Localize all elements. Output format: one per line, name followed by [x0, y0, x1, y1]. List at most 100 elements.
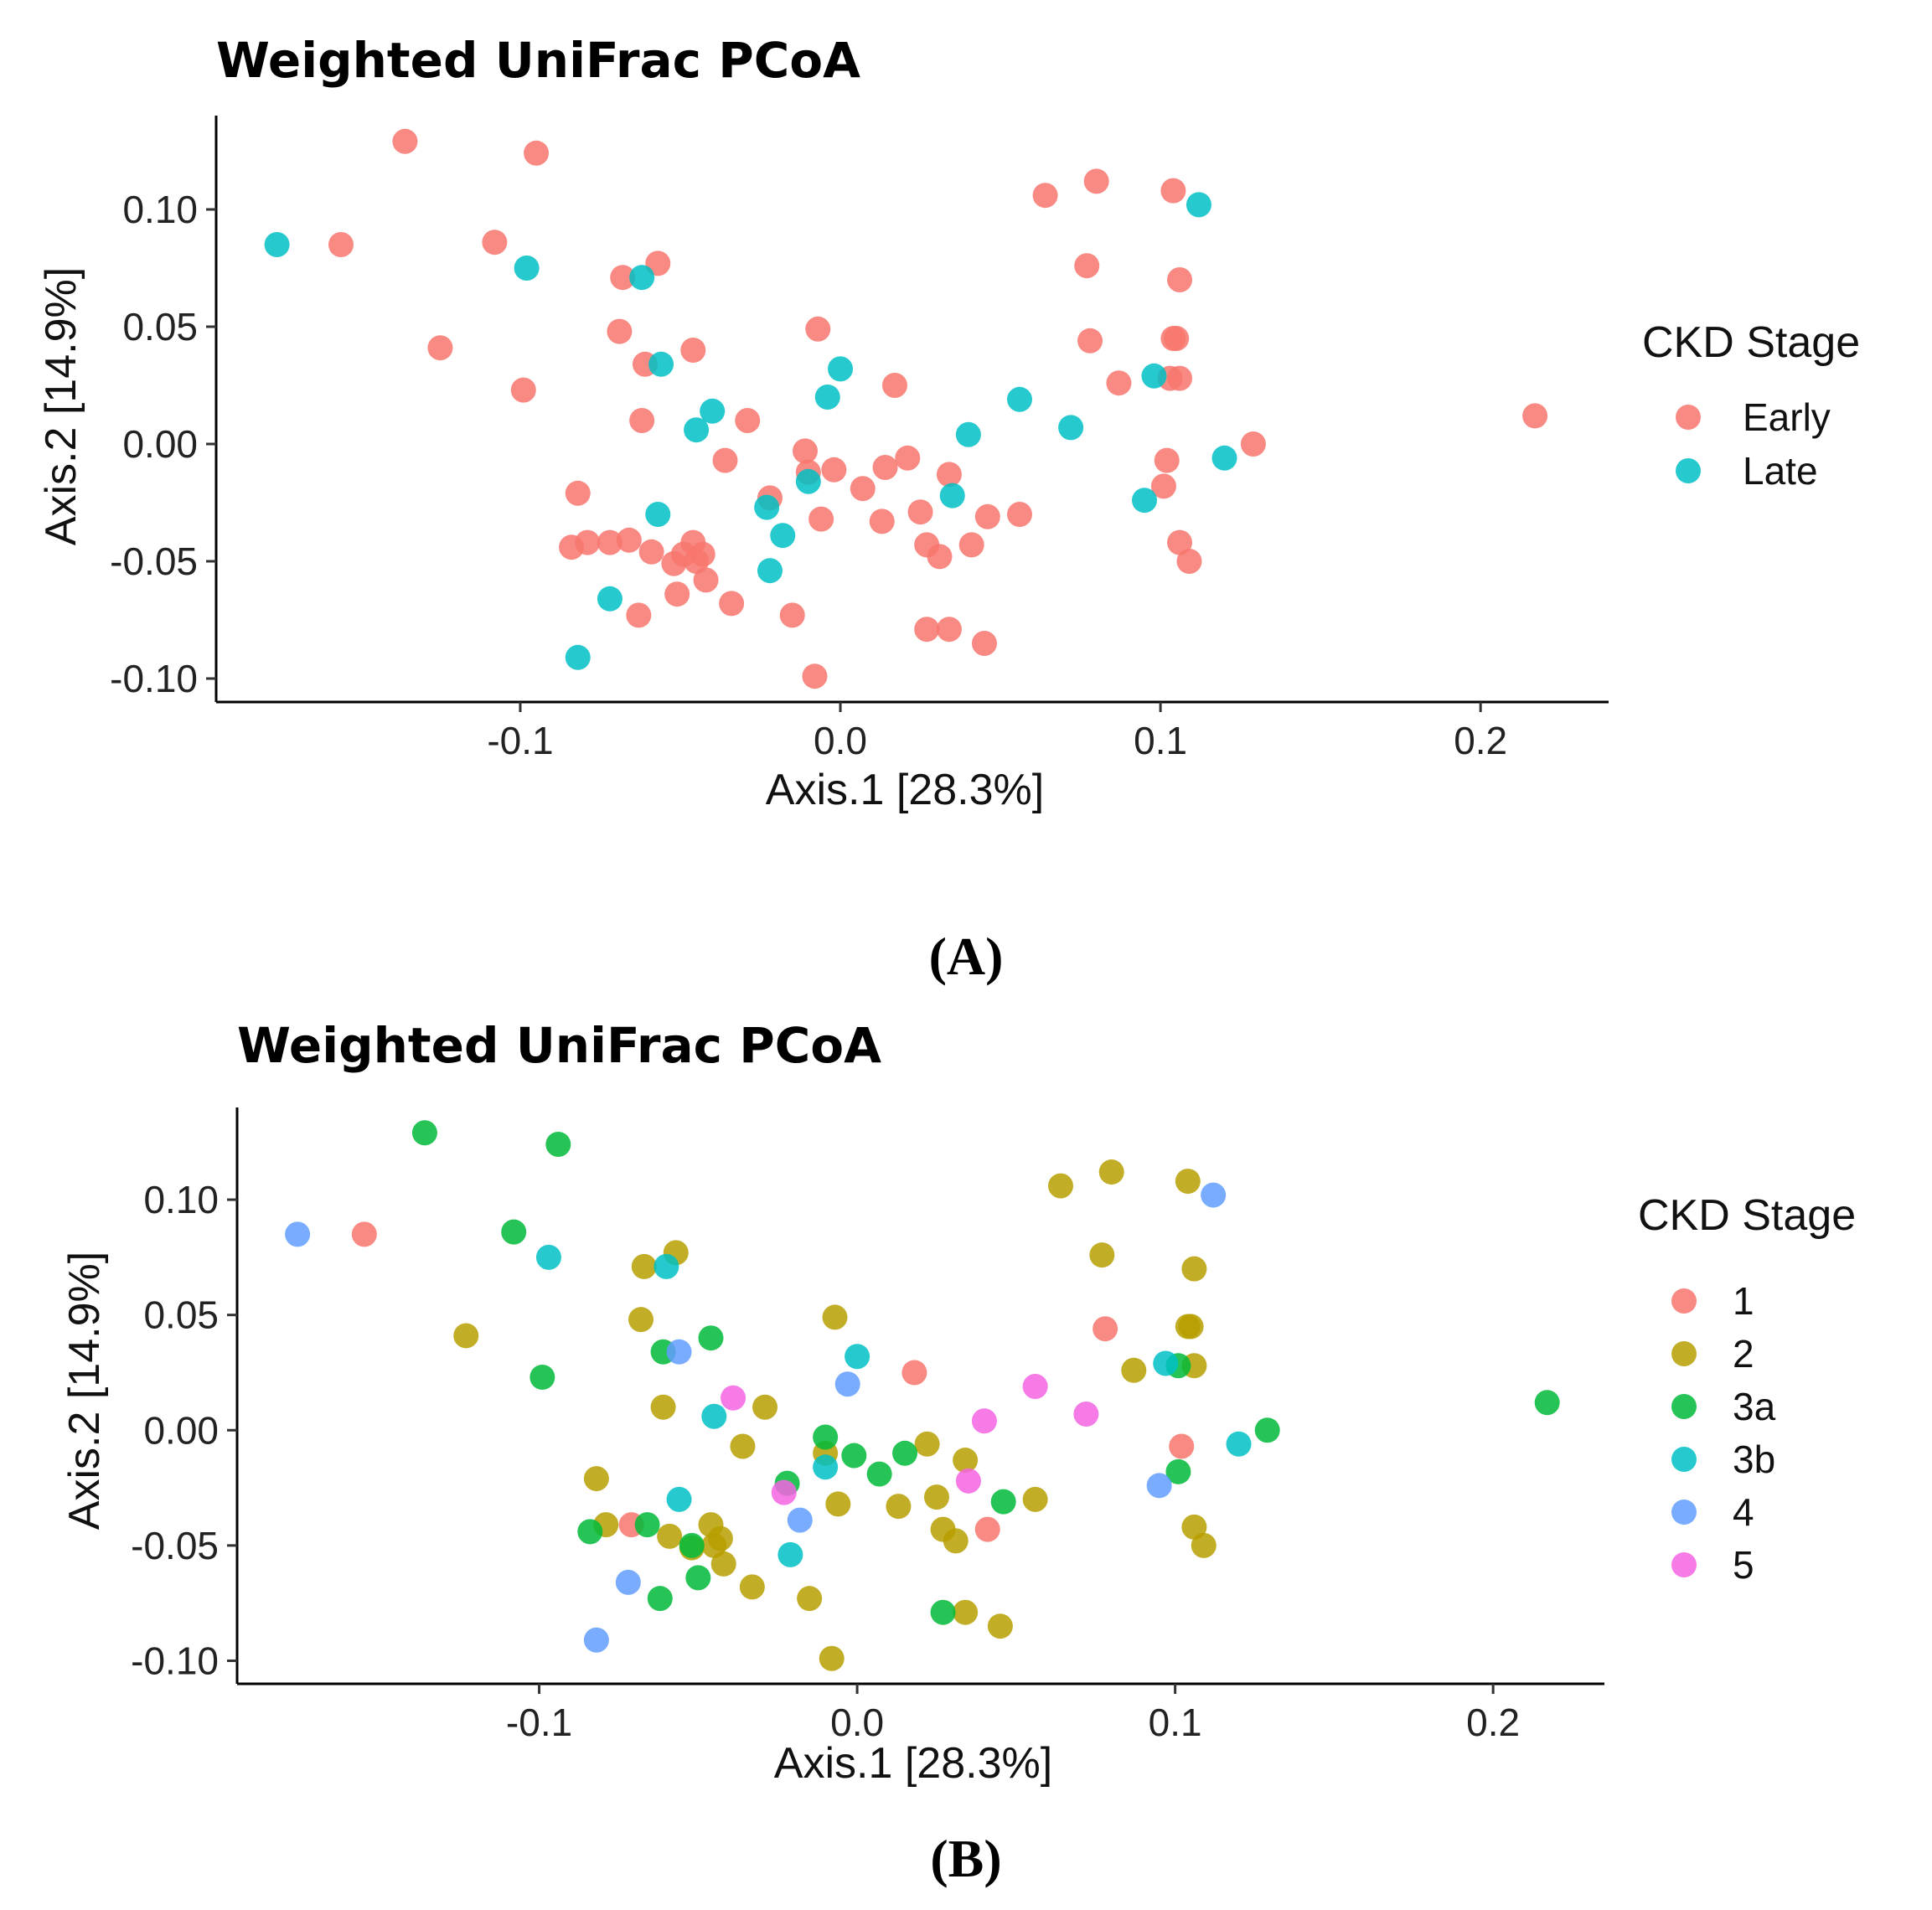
data-point-late: [1058, 415, 1084, 441]
data-point-late: [700, 398, 726, 424]
data-point-4: [583, 1627, 609, 1653]
x-tick-label: 0.1: [1134, 719, 1187, 762]
data-point-late: [264, 232, 290, 257]
x-axis-label: Axis.1 [28.3%]: [774, 1739, 1052, 1788]
data-point-1: [1093, 1316, 1118, 1342]
data-point-2: [1175, 1314, 1201, 1340]
data-point-2: [1047, 1173, 1073, 1199]
data-point-late: [645, 502, 671, 527]
data-point-early: [693, 567, 719, 593]
data-point-2: [628, 1307, 654, 1333]
data-point-3a: [866, 1461, 892, 1487]
data-point-early: [1083, 168, 1109, 194]
data-point-late: [1006, 386, 1032, 412]
data-point-2: [1175, 1169, 1201, 1195]
data-point-3a: [501, 1219, 527, 1245]
y-tick-label: 0.00: [122, 422, 198, 466]
data-point-3a: [990, 1489, 1016, 1515]
data-point-3a: [930, 1599, 956, 1625]
legend-item-label: 3b: [1733, 1438, 1775, 1481]
data-point-late: [754, 494, 780, 520]
data-point-4: [834, 1371, 860, 1397]
data-point-3a: [647, 1586, 673, 1612]
data-point-early: [616, 527, 642, 553]
data-point-early: [821, 457, 847, 483]
legend-item-label: 3a: [1733, 1385, 1776, 1428]
data-point-2: [650, 1394, 676, 1420]
data-point-2: [987, 1613, 1013, 1639]
data-point-2: [797, 1586, 823, 1612]
data-point-early: [610, 265, 636, 291]
data-point-early: [664, 581, 690, 607]
data-point-1: [901, 1360, 927, 1386]
y-tick-label: 0.05: [122, 305, 198, 348]
data-point-2: [631, 1253, 657, 1279]
data-point-4: [1146, 1473, 1172, 1499]
data-point-early: [565, 480, 591, 506]
data-point-early: [427, 335, 453, 361]
legend: CKD Stage Early Late: [1642, 318, 1860, 493]
data-point-2: [710, 1551, 736, 1577]
y-tick-label: -0.10: [110, 657, 198, 700]
data-point-early: [895, 445, 921, 471]
data-point-4: [285, 1221, 311, 1247]
legend-marker: [1671, 1552, 1697, 1577]
data-point-early: [1164, 326, 1190, 351]
panel-a: Weighted UniFrac PCoA -0.1 0.0 0.1 0.2 -0.10…: [37, 32, 1860, 986]
panel-b: Weighted UniFrac PCoA -0.1 0.0 0.1 0.2 -0.10…: [60, 1017, 1856, 1888]
plot-area: -0.1 0.0 0.1 0.2 -0.10 -0.05 0.00 0.05 0.10: [110, 116, 1609, 762]
data-point-early: [629, 408, 655, 433]
data-point-early: [1032, 183, 1058, 209]
data-point-2: [707, 1525, 733, 1551]
data-point-early: [1077, 328, 1103, 354]
data-point-late: [1211, 445, 1237, 471]
x-tick-label: 0.1: [1149, 1701, 1202, 1744]
data-point-early: [907, 499, 933, 525]
data-point-early: [510, 377, 536, 403]
data-point-3b: [653, 1253, 679, 1279]
y-tick-label: 0.10: [122, 188, 198, 231]
y-tick-label: 0.05: [143, 1293, 219, 1337]
data-point-2: [825, 1491, 851, 1517]
data-point-early: [869, 508, 895, 534]
data-point-early: [1154, 447, 1180, 473]
data-point-early: [1150, 473, 1176, 499]
data-point-2: [914, 1431, 940, 1457]
data-point-late: [814, 385, 840, 410]
data-point-late: [1141, 363, 1167, 389]
data-point-late: [828, 356, 854, 382]
data-point-2: [943, 1528, 969, 1554]
data-point-early: [936, 617, 962, 643]
data-point-3a: [545, 1132, 571, 1158]
data-point-late: [770, 523, 796, 549]
data-point-3a: [813, 1424, 839, 1450]
data-point-3a: [698, 1325, 724, 1351]
legend-item-label: 2: [1733, 1332, 1754, 1376]
data-point-late: [1132, 488, 1157, 514]
data-point-late: [1186, 192, 1211, 218]
data-point-1: [1169, 1433, 1195, 1459]
data-point-3b: [845, 1344, 870, 1370]
data-point-early: [802, 663, 828, 689]
y-tick-label: 0.10: [143, 1178, 219, 1221]
data-point-early: [712, 447, 738, 473]
data-point-early: [1160, 178, 1186, 204]
data-point-2: [453, 1323, 479, 1349]
data-point-2: [1181, 1256, 1207, 1282]
data-point-2: [1191, 1532, 1217, 1558]
data-point-late: [795, 468, 821, 494]
data-point-3b: [701, 1403, 727, 1429]
data-point-early: [607, 318, 633, 344]
data-point-3a: [411, 1120, 437, 1146]
legend-marker: [1676, 458, 1701, 483]
data-point-early: [735, 408, 761, 433]
data-point-early: [1006, 502, 1032, 527]
data-point-early: [1167, 529, 1193, 555]
data-point-early: [575, 529, 601, 555]
data-point-3a: [841, 1443, 867, 1469]
data-point-early: [936, 462, 962, 488]
legend-marker: [1671, 1288, 1697, 1314]
data-point-2: [752, 1394, 778, 1420]
data-point-4: [666, 1339, 692, 1365]
